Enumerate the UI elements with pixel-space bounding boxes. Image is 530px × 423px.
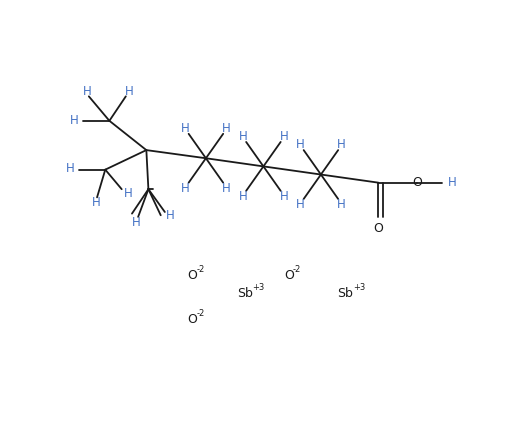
Text: H: H: [66, 162, 75, 176]
Text: O: O: [284, 269, 294, 282]
Text: H: H: [296, 138, 305, 151]
Text: H: H: [181, 182, 190, 195]
Text: H: H: [70, 114, 79, 126]
Text: O: O: [374, 222, 383, 235]
Text: -2: -2: [197, 265, 205, 274]
Text: Sb: Sb: [338, 287, 353, 300]
Text: H: H: [279, 190, 288, 203]
Text: Sb: Sb: [237, 287, 253, 300]
Text: -2: -2: [293, 265, 301, 274]
Text: O: O: [188, 313, 197, 326]
Text: H: H: [165, 209, 174, 222]
Text: H: H: [296, 198, 305, 211]
Text: +3: +3: [353, 283, 365, 292]
Text: +3: +3: [252, 283, 264, 292]
Text: H: H: [125, 85, 134, 98]
Text: H: H: [279, 130, 288, 143]
Text: H: H: [92, 196, 101, 209]
Text: H: H: [238, 130, 248, 143]
Text: H: H: [181, 122, 190, 135]
Text: H: H: [337, 138, 346, 151]
Text: O: O: [188, 269, 197, 282]
Text: H: H: [82, 85, 91, 98]
Text: H: H: [238, 190, 248, 203]
Text: H: H: [337, 198, 346, 211]
Text: H: H: [123, 187, 132, 200]
Text: O: O: [412, 176, 422, 189]
Text: H: H: [222, 122, 231, 135]
Text: -2: -2: [197, 309, 205, 318]
Text: H: H: [131, 216, 140, 229]
Text: H: H: [448, 176, 457, 189]
Text: H: H: [222, 182, 231, 195]
